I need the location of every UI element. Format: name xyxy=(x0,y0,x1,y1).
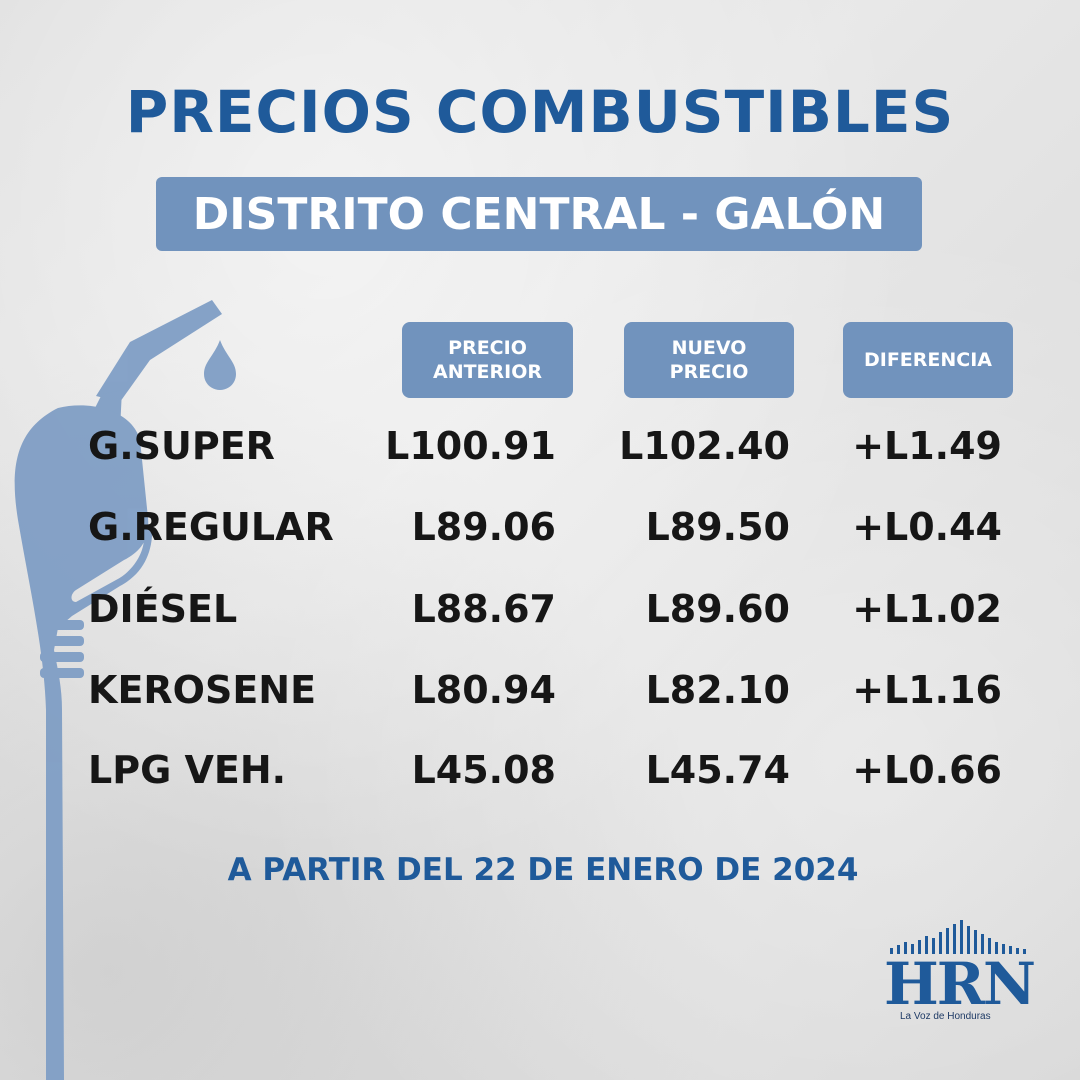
column-header-previous-line1: PRECIO xyxy=(448,337,527,359)
page-title: PRECIOS COMBUSTIBLES xyxy=(125,78,955,146)
fuel-name: DIÉSEL xyxy=(88,587,238,631)
fuel-name: KEROSENE xyxy=(88,668,317,712)
fuel-name: LPG VEH. xyxy=(88,748,287,792)
subtitle-banner: DISTRITO CENTRAL - GALÓN xyxy=(156,177,922,251)
effective-date: A PARTIR DEL 22 DE ENERO DE 2024 xyxy=(227,852,859,888)
table-row: DIÉSEL L88.67 L89.60 +L1.02 xyxy=(0,587,1080,647)
column-header-difference-label: DIFERENCIA xyxy=(863,349,993,371)
equalizer-bar xyxy=(967,926,970,954)
table-row: G.SUPER L100.91 L102.40 +L1.49 xyxy=(0,424,1080,484)
equalizer-bar xyxy=(1016,948,1019,954)
equalizer-bar xyxy=(953,924,956,954)
previous-price: L88.67 xyxy=(411,587,556,631)
equalizer-bar xyxy=(911,944,914,954)
equalizer-bar xyxy=(939,932,942,954)
previous-price: L89.06 xyxy=(411,505,556,549)
logo-wordmark: HRN xyxy=(883,950,1036,1018)
price-difference: +L0.44 xyxy=(852,505,1002,549)
equalizer-bar xyxy=(1009,946,1012,954)
fuel-drop-icon xyxy=(204,340,236,390)
new-price: L89.60 xyxy=(645,587,790,631)
equalizer-bar xyxy=(925,936,928,954)
price-difference: +L0.66 xyxy=(852,748,1002,792)
equalizer-bar xyxy=(960,920,963,954)
new-price: L82.10 xyxy=(645,668,790,712)
equalizer-bar xyxy=(1002,944,1005,954)
equalizer-bar xyxy=(897,945,900,954)
column-header-new-line2: PRECIO xyxy=(669,361,749,383)
equalizer-bars-icon xyxy=(890,920,1026,954)
fuel-name: G.REGULAR xyxy=(88,505,334,549)
table-row: G.REGULAR L89.06 L89.50 +L0.44 xyxy=(0,505,1080,565)
equalizer-bar xyxy=(918,940,921,954)
logo-tagline: La Voz de Honduras xyxy=(900,1011,991,1022)
column-header-new-line1: NUEVO xyxy=(671,337,747,359)
equalizer-bar xyxy=(904,942,907,954)
column-header-new: NUEVO PRECIO xyxy=(624,322,794,398)
equalizer-bar xyxy=(1023,949,1026,954)
equalizer-bar xyxy=(946,928,949,954)
fuel-nozzle-icon xyxy=(14,300,236,1080)
equalizer-bar xyxy=(890,948,893,954)
price-difference: +L1.02 xyxy=(852,587,1002,631)
column-header-previous-line2: ANTERIOR xyxy=(432,361,543,383)
new-price: L102.40 xyxy=(619,424,790,468)
equalizer-bar xyxy=(932,938,935,954)
column-header-previous: PRECIO ANTERIOR xyxy=(402,322,573,398)
fuel-name: G.SUPER xyxy=(88,424,275,468)
new-price: L89.50 xyxy=(645,505,790,549)
previous-price: L45.08 xyxy=(411,748,556,792)
table-row: KEROSENE L80.94 L82.10 +L1.16 xyxy=(0,668,1080,728)
previous-price: L100.91 xyxy=(385,424,556,468)
table-row: LPG VEH. L45.08 L45.74 +L0.66 xyxy=(0,748,1080,808)
subtitle-text: DISTRITO CENTRAL - GALÓN xyxy=(192,188,886,240)
price-difference: +L1.16 xyxy=(852,668,1002,712)
new-price: L45.74 xyxy=(645,748,790,792)
equalizer-bar xyxy=(981,934,984,954)
hrn-logo: HRN La Voz de Honduras xyxy=(880,916,1040,1028)
equalizer-bar xyxy=(974,930,977,954)
equalizer-bar xyxy=(988,938,991,954)
column-header-difference: DIFERENCIA xyxy=(843,322,1013,398)
price-difference: +L1.49 xyxy=(852,424,1002,468)
previous-price: L80.94 xyxy=(411,668,556,712)
equalizer-bar xyxy=(995,942,998,954)
